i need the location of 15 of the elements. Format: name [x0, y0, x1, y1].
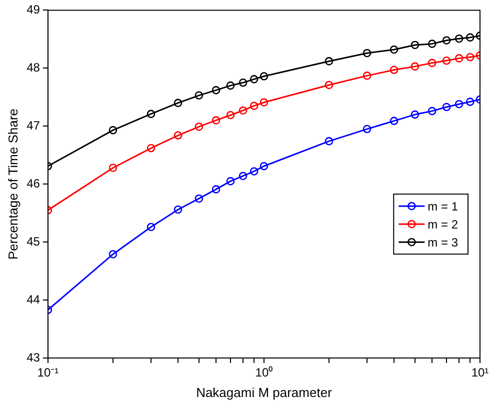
y-tick-label: 49: [26, 2, 40, 17]
x-tick-label: 10⁻¹: [37, 366, 59, 380]
y-tick-label: 44: [26, 292, 40, 306]
legend-label: m = 3: [428, 235, 458, 250]
y-tick-label: 48: [26, 60, 40, 74]
legend-label: m = 1: [428, 199, 458, 214]
y-tick-label: 43: [26, 350, 40, 364]
y-axis-title: Percentage of Time Share: [5, 108, 20, 260]
x-axis-title: Nakagami M parameter: [196, 384, 333, 400]
x-tick-label: 10¹: [471, 366, 489, 380]
x-tick-label: 10⁰: [255, 366, 273, 380]
y-tick-label: 45: [26, 234, 40, 248]
y-tick-label: 46: [26, 176, 40, 190]
legend-label: m = 2: [428, 217, 458, 232]
y-tick-label: 47: [26, 118, 40, 132]
